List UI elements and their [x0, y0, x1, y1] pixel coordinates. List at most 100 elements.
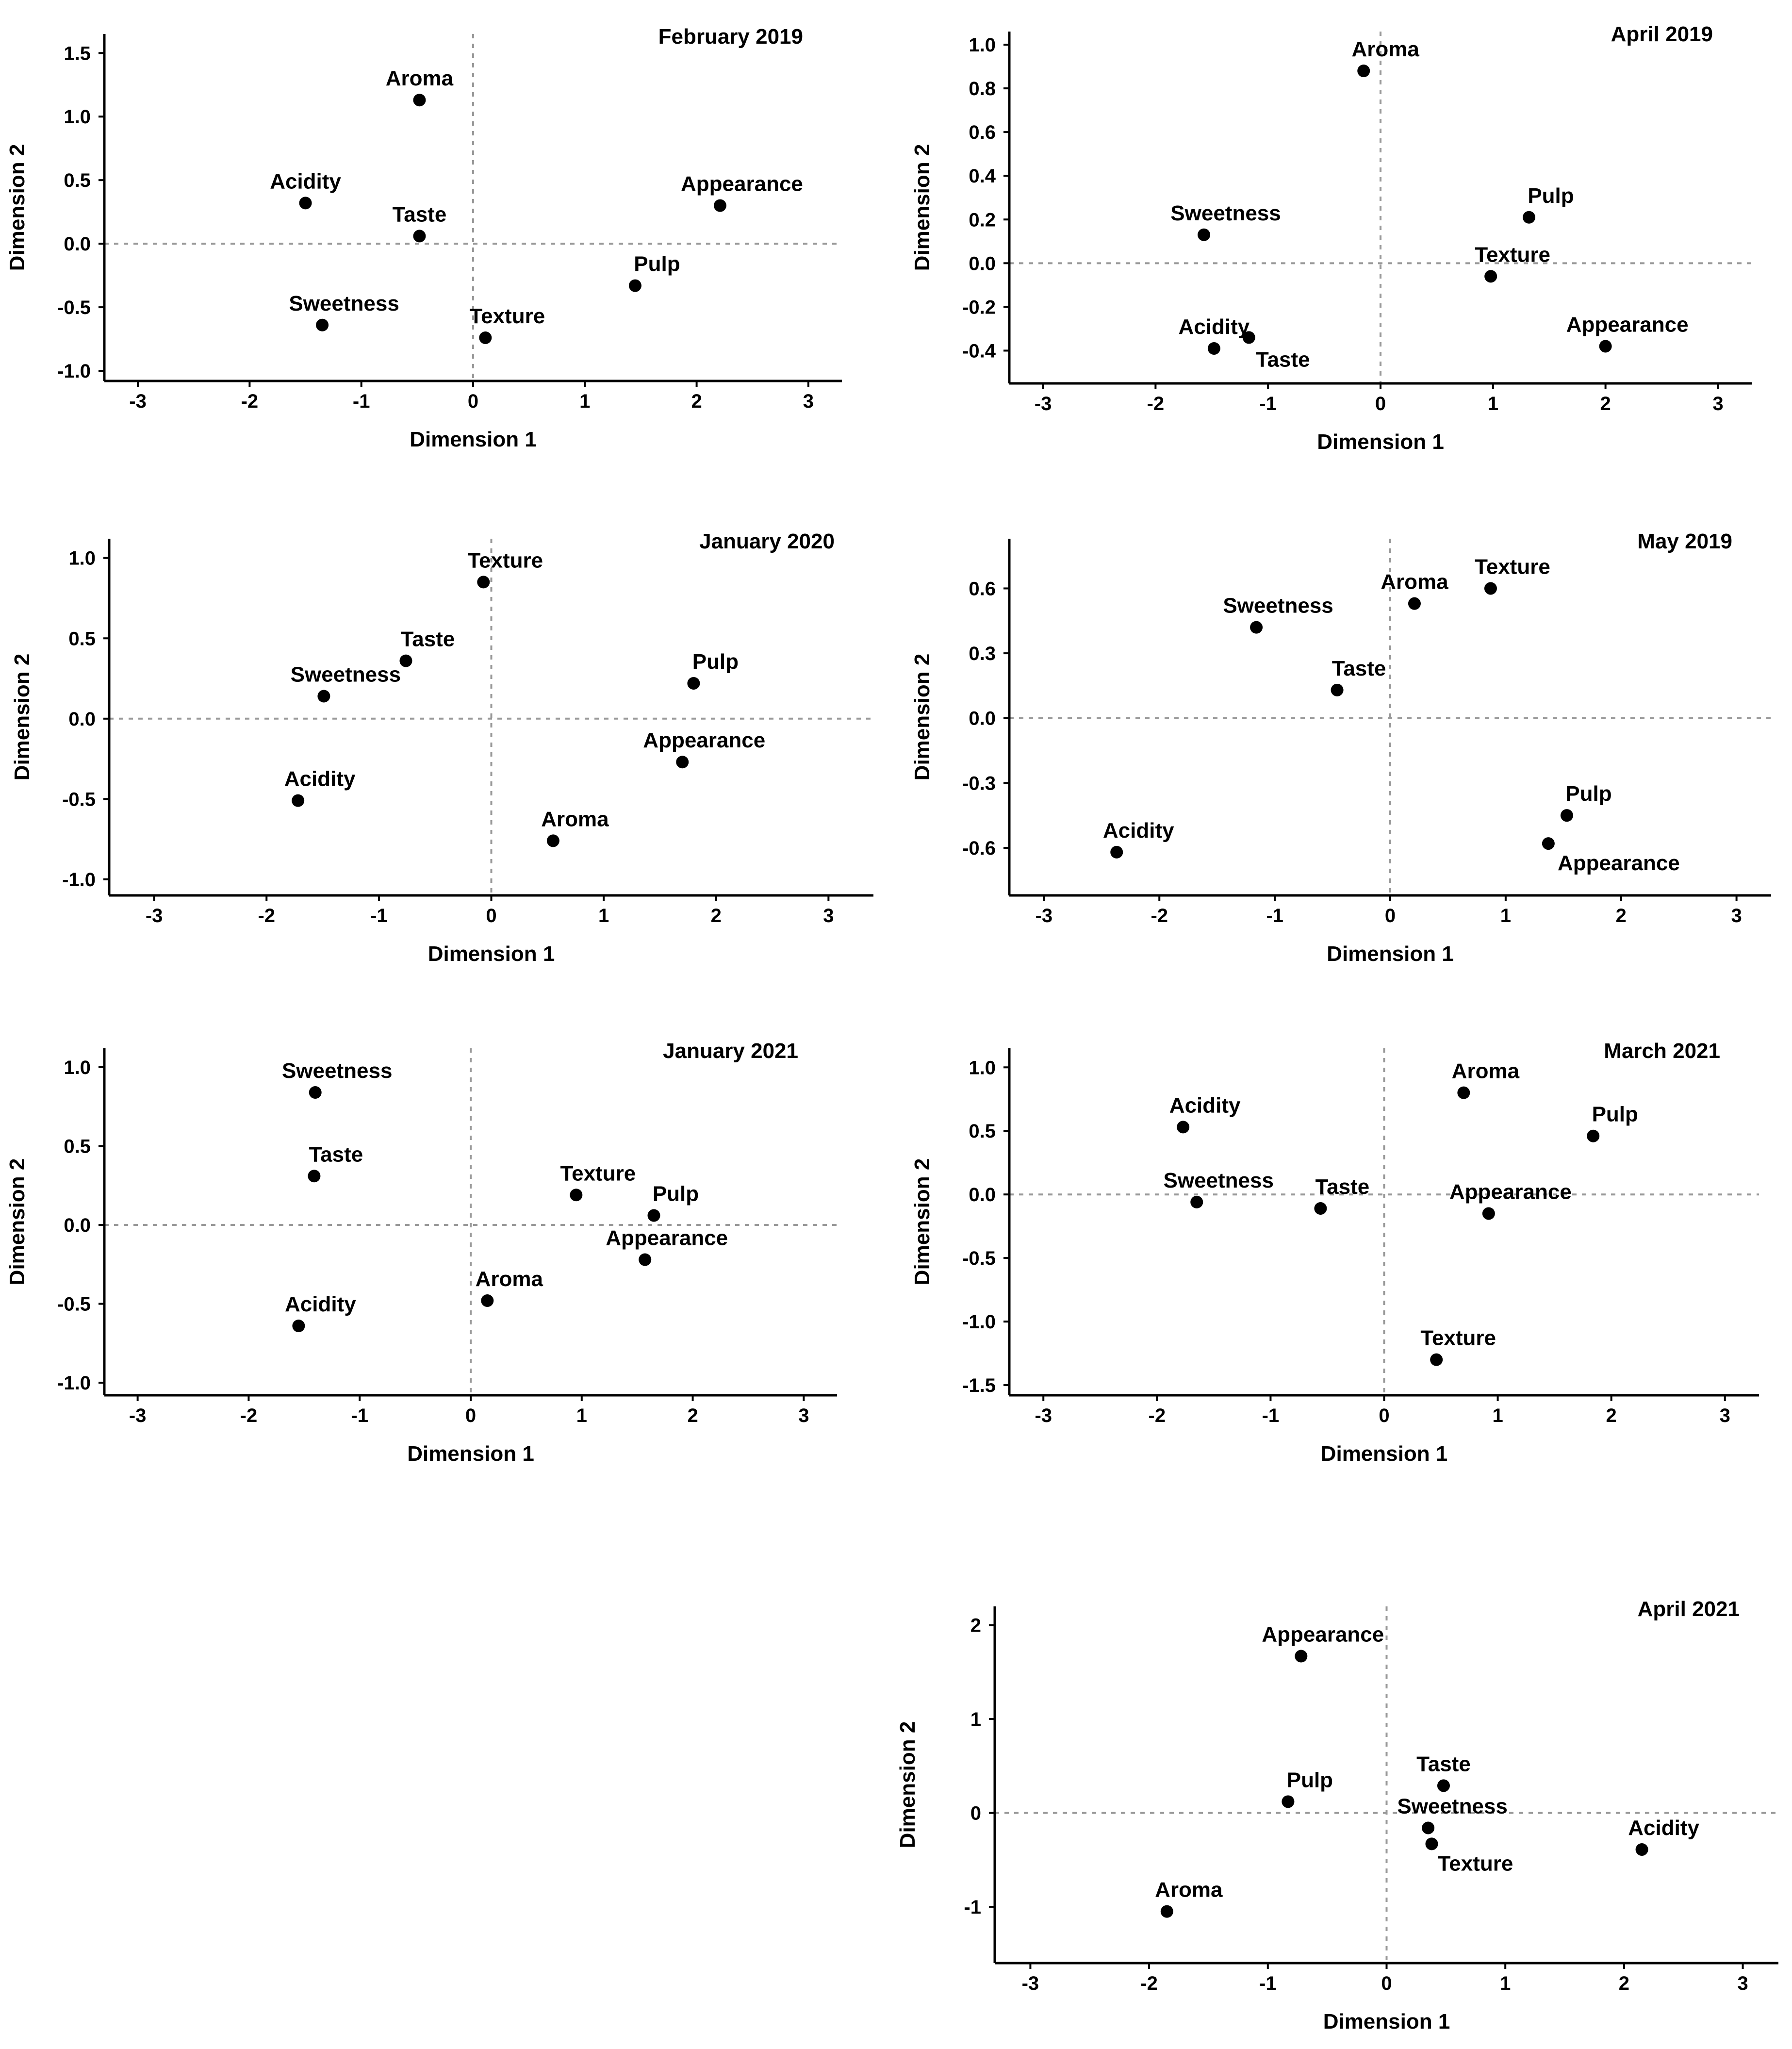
data-point-pulp — [1587, 1129, 1600, 1142]
y-tick-label: -0.4 — [962, 340, 996, 362]
point-label-aroma: Aroma — [541, 807, 609, 831]
data-point-sweetness — [317, 690, 330, 703]
data-point-acidity — [1635, 1843, 1648, 1856]
point-label-texture: Texture — [1475, 555, 1550, 578]
x-tick-label: 1 — [1488, 393, 1498, 414]
data-point-sweetness — [309, 1086, 322, 1099]
data-point-texture — [1484, 582, 1497, 595]
chart-title: February 2019 — [658, 25, 803, 49]
x-tick-label: -3 — [1035, 393, 1052, 414]
point-label-taste: Taste — [1315, 1175, 1370, 1199]
point-label-sweetness: Sweetness — [1397, 1794, 1507, 1818]
x-tick-label: 1 — [1492, 1405, 1503, 1426]
chart-panel-may-2019: -3 -2 -1 0 1 2 3 -0.6 -0.3 0.0 0.3 0.6 May 2019 Dimen… — [910, 529, 1771, 966]
data-point-acidity — [1110, 845, 1123, 859]
y-tick-label: -1.0 — [57, 1372, 91, 1394]
data-point-appearance — [676, 756, 689, 769]
x-tick-label: 0 — [1385, 905, 1396, 926]
data-point-appearance — [1295, 1650, 1308, 1663]
y-tick-label: -0.5 — [962, 1248, 996, 1269]
x-tick-label: 0 — [1379, 1405, 1389, 1426]
point-label-aroma: Aroma — [1452, 1059, 1520, 1083]
data-point-acidity — [292, 794, 305, 807]
x-tick-label: 1 — [1500, 1973, 1511, 1994]
y-tick-label: 0.4 — [969, 165, 996, 187]
y-tick-label: 1.0 — [64, 1057, 91, 1078]
data-point-aroma — [1160, 1905, 1173, 1918]
data-point-sweetness — [1422, 1821, 1435, 1834]
data-point-taste — [308, 1170, 321, 1183]
y-tick-label: -1.0 — [62, 869, 96, 891]
x-axis-label: Dimension 1 — [410, 428, 537, 451]
x-axis-label: Dimension 1 — [1323, 2010, 1450, 2033]
x-tick-label: 1 — [1500, 905, 1511, 926]
data-point-aroma — [1357, 65, 1370, 78]
x-tick-label: -3 — [1022, 1973, 1039, 1994]
x-tick-label: 3 — [1720, 1405, 1730, 1426]
point-label-sweetness: Sweetness — [1170, 201, 1281, 225]
x-tick-label: -3 — [129, 391, 147, 412]
y-tick-label: 0.0 — [969, 708, 996, 729]
point-label-texture: Texture — [1420, 1326, 1496, 1350]
y-tick-label: 0.6 — [969, 122, 996, 143]
y-axis-label: Dimension 2 — [5, 1158, 29, 1286]
point-label-pulp: Pulp — [1565, 782, 1611, 806]
x-axis-label: Dimension 1 — [1321, 1442, 1448, 1466]
x-tick-label: 3 — [798, 1405, 809, 1426]
y-tick-label: 1.5 — [64, 43, 91, 64]
x-tick-label: 3 — [1712, 393, 1723, 414]
data-point-aroma — [546, 834, 559, 847]
x-tick-label: 2 — [687, 1405, 698, 1426]
point-label-pulp: Pulp — [1592, 1103, 1638, 1126]
x-tick-label: 3 — [803, 391, 814, 412]
data-point-pulp — [1282, 1795, 1295, 1808]
y-tick-label: 0.8 — [969, 78, 996, 99]
data-point-taste — [413, 230, 426, 243]
x-axis-label: Dimension 1 — [1327, 942, 1454, 966]
y-tick-label: -0.5 — [57, 297, 91, 318]
data-point-aroma — [481, 1294, 494, 1307]
x-tick-label: 1 — [576, 1405, 587, 1426]
chart-panel-january-2021: -3 -2 -1 0 1 2 3 -1.0 -0.5 0.0 0.5 1.0 January 2021 D… — [5, 1039, 837, 1466]
data-point-appearance — [1599, 340, 1612, 353]
data-point-pulp — [1560, 809, 1573, 822]
chart-title: May 2019 — [1637, 529, 1732, 553]
x-tick-label: -1 — [370, 905, 388, 926]
point-label-taste: Taste — [393, 202, 447, 226]
y-axis-label: Dimension 2 — [910, 144, 934, 271]
x-tick-label: 0 — [468, 391, 478, 412]
point-label-appearance: Appearance — [681, 172, 803, 196]
point-label-aroma: Aroma — [476, 1267, 543, 1291]
point-label-texture: Texture — [1438, 1851, 1513, 1875]
x-tick-label: 2 — [711, 905, 722, 926]
x-tick-label: -1 — [1259, 393, 1277, 414]
data-point-texture — [479, 331, 492, 344]
y-tick-label: 0.5 — [64, 170, 91, 191]
point-label-taste: Taste — [1256, 347, 1310, 371]
x-tick-label: -2 — [258, 905, 275, 926]
chart-panel-january-2020: -3 -2 -1 0 1 2 3 -1.0 -0.5 0.0 0.5 1.0 January 2020 D… — [10, 529, 873, 966]
point-label-aroma: Aroma — [1155, 1878, 1223, 1902]
x-tick-label: -2 — [1149, 1405, 1166, 1426]
x-tick-label: -2 — [240, 1405, 258, 1426]
data-point-texture — [1430, 1353, 1443, 1366]
x-tick-label: 3 — [1731, 905, 1742, 926]
y-tick-label: 0.0 — [64, 1215, 91, 1236]
x-tick-label: 1 — [579, 391, 590, 412]
y-axis-label: Dimension 2 — [5, 144, 29, 271]
x-tick-label: -3 — [129, 1405, 147, 1426]
data-point-taste — [1331, 683, 1344, 696]
x-tick-label: 0 — [465, 1405, 476, 1426]
data-point-acidity — [292, 1320, 305, 1332]
y-tick-label: -0.2 — [962, 297, 996, 318]
x-tick-label: -2 — [1151, 905, 1168, 926]
chart-title: March 2021 — [1604, 1039, 1720, 1063]
data-point-sweetness — [1250, 621, 1263, 634]
y-tick-label: 0.3 — [969, 643, 996, 664]
chart-title: April 2019 — [1611, 22, 1713, 46]
x-tick-label: 1 — [598, 905, 609, 926]
data-point-texture — [1484, 270, 1497, 283]
point-label-texture: Texture — [1475, 243, 1550, 266]
y-tick-label: 1.0 — [68, 548, 96, 569]
point-label-appearance: Appearance — [1262, 1623, 1384, 1647]
